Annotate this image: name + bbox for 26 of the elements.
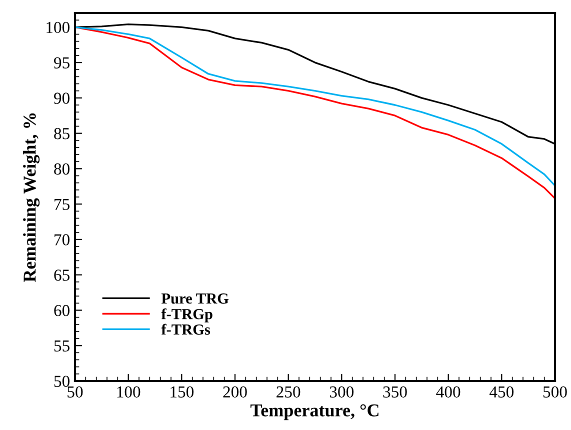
y-tick-label: 90 bbox=[54, 92, 70, 104]
y-tick-label: 70 bbox=[54, 234, 70, 246]
legend-label: Pure TRG bbox=[161, 293, 229, 304]
x-tick-label: 500 bbox=[543, 386, 567, 398]
y-tick-label: 50 bbox=[54, 376, 70, 387]
x-tick-label: 50 bbox=[68, 386, 83, 398]
y-tick-label: 55 bbox=[54, 340, 70, 352]
x-tick-label: 300 bbox=[330, 386, 354, 398]
y-tick-label: 65 bbox=[54, 270, 70, 281]
legend-label: f-TRGp bbox=[161, 308, 212, 322]
y-axis-title: Remaining Weight, % bbox=[23, 113, 40, 282]
y-tick-label: 80 bbox=[54, 163, 70, 175]
legend-label: f-TRGs bbox=[161, 324, 210, 335]
x-tick-label: 400 bbox=[436, 386, 460, 398]
x-tick-label: 100 bbox=[117, 386, 140, 398]
x-tick-label: 150 bbox=[170, 386, 194, 398]
y-tick-label: 85 bbox=[54, 128, 70, 140]
x-tick-label: 450 bbox=[489, 386, 514, 398]
y-tick-label: 75 bbox=[54, 198, 70, 210]
x-tick-label: 250 bbox=[276, 386, 300, 398]
y-tick-label: 100 bbox=[46, 22, 70, 34]
y-tick-label: 95 bbox=[54, 57, 70, 68]
x-axis-title: Temperature, °C bbox=[250, 404, 378, 420]
y-tick-label: 60 bbox=[54, 304, 70, 316]
x-tick-label: 350 bbox=[383, 386, 407, 398]
x-tick-label: 200 bbox=[223, 386, 247, 398]
